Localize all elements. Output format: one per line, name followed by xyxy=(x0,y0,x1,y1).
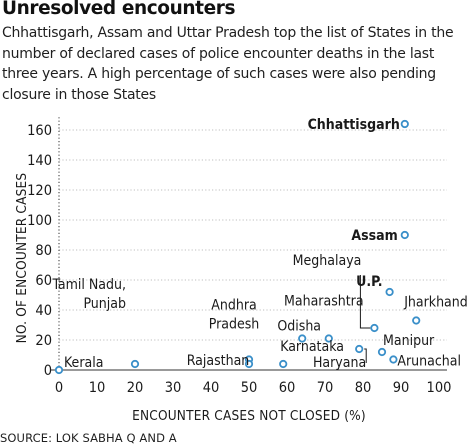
data-point-arunachal xyxy=(389,355,398,364)
y-tick-label: 100 xyxy=(27,213,52,229)
chart-title: Unresolved encounters xyxy=(2,0,236,19)
data-point-rajasthan xyxy=(244,359,254,369)
point-label-line: Andhra xyxy=(211,298,256,314)
point-label-assam: Assam xyxy=(351,228,397,244)
point-label-kerala: Kerala xyxy=(64,355,103,371)
y-tick-label: 20 xyxy=(35,333,52,349)
leader-line xyxy=(364,348,367,363)
x-tick-label: 0 xyxy=(55,380,63,396)
data-point-maharashtra xyxy=(324,334,333,343)
point-label-chhattisgarh: Chhattisgarh xyxy=(308,117,400,133)
y-tick-label: 80 xyxy=(35,243,52,259)
point-label-tamil-nadu-punjab: Tamil Nadu, Punjab xyxy=(52,277,126,312)
x-tick-label: 60 xyxy=(279,380,296,396)
x-tick-label: 80 xyxy=(355,380,372,396)
point-label-line: Punjab xyxy=(83,296,126,312)
chart-subtitle: Chhattisgarh, Assam and Uttar Pradesh to… xyxy=(2,25,454,103)
x-tick-label: 100 xyxy=(427,380,452,396)
y-axis-title: NO. OF ENCOUNTER CASES xyxy=(14,173,30,344)
point-label-karnataka: Karnataka xyxy=(280,339,344,355)
point-label-odisha: Odisha xyxy=(277,319,321,335)
x-axis-title: ENCOUNTER CASES NOT CLOSED (%) xyxy=(132,408,366,424)
source-note: SOURCE: LOK SABHA Q AND A xyxy=(0,431,177,445)
point-label-maharashtra: Maharashtra xyxy=(284,294,364,310)
point-label-manipur: Manipur xyxy=(383,333,435,349)
data-point-chhattisgarh xyxy=(400,119,409,129)
point-label-line: Pradesh xyxy=(209,317,260,333)
point-label-rajasthan: Rajasthan xyxy=(187,353,250,369)
data-point-kerala xyxy=(54,365,64,375)
point-label-arunachal: Arunachal xyxy=(397,354,461,370)
x-tick-label: 10 xyxy=(89,380,106,396)
y-tick-label: 160 xyxy=(27,123,52,139)
x-tick-label: 30 xyxy=(165,380,182,396)
data-point-odisha xyxy=(298,334,307,343)
point-label-meghalaya: Meghalaya xyxy=(293,253,362,269)
y-tick-label: 140 xyxy=(27,153,52,169)
x-tick-label: 70 xyxy=(317,380,334,396)
x-tick-label: 40 xyxy=(203,380,220,396)
point-label-jharkhand: Jharkhand xyxy=(403,295,468,311)
x-tick-label: 50 xyxy=(241,380,258,396)
point-label-line: Tamil Nadu, xyxy=(52,277,126,293)
data-point-meghalaya xyxy=(370,323,379,333)
data-point-manipur xyxy=(377,347,387,357)
data-point-u-p xyxy=(385,287,394,297)
y-tick-label: 0 xyxy=(44,363,52,379)
point-label-andhra-pradesh: Andhra Pradesh xyxy=(209,298,260,333)
point-label-haryana: Haryana xyxy=(313,355,366,371)
y-tick-label: 40 xyxy=(35,303,52,319)
data-point-jharkhand xyxy=(412,316,421,325)
data-point-karnataka xyxy=(279,359,288,369)
data-point-haryana xyxy=(355,344,364,354)
x-tick-label: 20 xyxy=(127,380,144,396)
y-tick-label: 60 xyxy=(35,273,52,289)
x-tick-label: 90 xyxy=(393,380,410,396)
point-label-u-p: U.P. xyxy=(356,274,382,290)
y-tick-label: 120 xyxy=(27,183,52,199)
data-point-assam xyxy=(400,230,409,240)
data-point-tamil-nadu-punjab xyxy=(130,359,140,369)
leader-line xyxy=(359,275,371,329)
